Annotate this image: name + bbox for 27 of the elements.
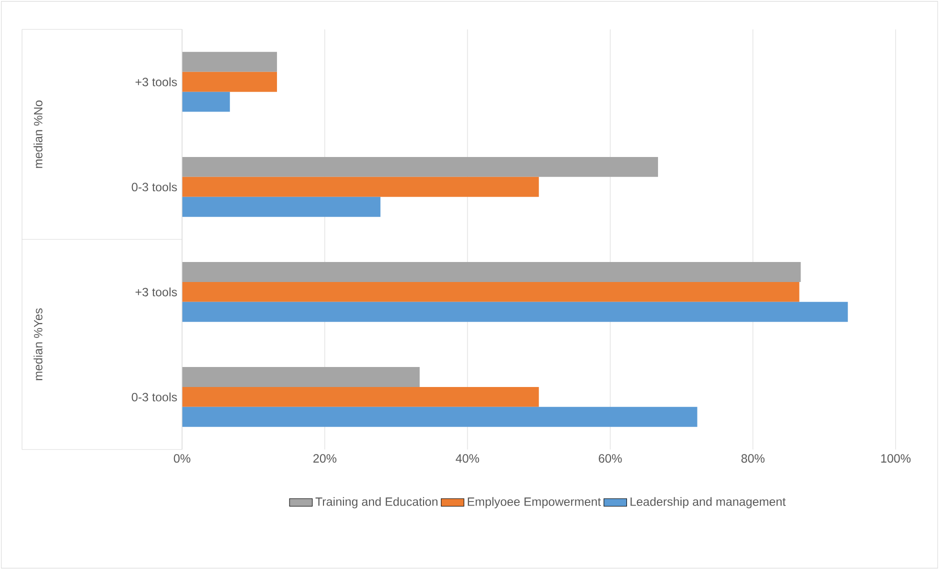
bar bbox=[182, 92, 230, 112]
bar bbox=[182, 387, 539, 408]
legend-label: Leadership and management bbox=[630, 497, 786, 509]
bar bbox=[182, 367, 420, 388]
x-tick-label: 100% bbox=[881, 454, 911, 463]
bar bbox=[182, 197, 380, 218]
x-tick-label: 40% bbox=[456, 454, 480, 463]
y-tick-label: +3 tools bbox=[136, 288, 177, 297]
bar bbox=[182, 407, 698, 428]
bar bbox=[182, 52, 277, 72]
y-tick-label: 0-3 tools bbox=[132, 392, 177, 402]
x-tick-label: 80% bbox=[741, 454, 765, 463]
bar bbox=[182, 262, 801, 282]
legend-label: Training and Education bbox=[316, 497, 438, 509]
bar bbox=[182, 72, 277, 92]
text: median %Yes bbox=[34, 308, 42, 380]
x-tick-label: 60% bbox=[598, 454, 622, 463]
x-tick-label: 0% bbox=[174, 454, 190, 463]
y-tick-label: +3 tools bbox=[136, 78, 177, 86]
bar bbox=[182, 302, 848, 322]
bar bbox=[182, 157, 658, 178]
bar bbox=[182, 282, 800, 302]
legend-label: Emplyoee Empowerment bbox=[468, 497, 601, 509]
y-tick-label: 0-3 tools bbox=[132, 182, 177, 192]
text: median %No bbox=[34, 100, 42, 168]
x-tick-label: 20% bbox=[313, 454, 336, 463]
bar bbox=[182, 177, 539, 198]
